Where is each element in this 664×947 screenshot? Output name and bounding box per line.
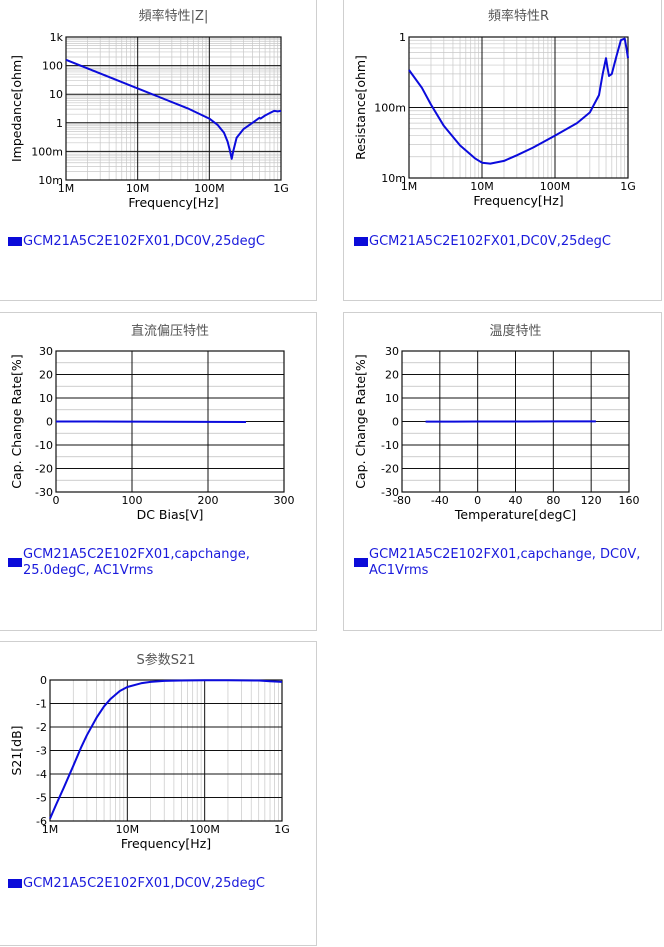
y-tick-label: -5 (36, 792, 47, 805)
legend-swatch-resistance (354, 237, 368, 246)
legend-label-resistance: GCM21A5C2E102FX01,DC0V,25degC (369, 234, 611, 250)
legend-temperature: GCM21A5C2E102FX01,capchange, DC0V, AC1Vr… (354, 547, 654, 583)
y-tick-label: 10 (385, 392, 399, 405)
dc-bias-chart: 直流偏压特性 0 100 200 300 -30 -20 -10 0 10 20 30 DC Bias[… (0, 313, 318, 632)
y-tick-label: 20 (385, 369, 399, 382)
y-tick-label: 1k (50, 31, 64, 44)
x-axis-label: Frequency[Hz] (473, 193, 563, 208)
series-line (409, 39, 628, 164)
y-tick-label: 20 (39, 369, 53, 382)
y-tick-label: 10m (38, 174, 63, 187)
grid (50, 680, 282, 821)
x-tick-label: 10M (116, 823, 140, 836)
x-tick-label: 200 (198, 494, 219, 507)
grid (66, 37, 281, 180)
x-tick-label: 1G (620, 180, 636, 193)
y-tick-label: -20 (381, 463, 399, 476)
legend-label-s21: GCM21A5C2E102FX01,DC0V,25degC (23, 876, 265, 892)
chart-title: 頻率特性R (488, 8, 549, 24)
y-tick-label: -10 (35, 439, 53, 452)
y-tick-label: 100m (374, 102, 406, 115)
x-axis-label: Temperature[degC] (454, 507, 576, 522)
x-tick-label: 0 (53, 494, 60, 507)
y-axis-label: Cap. Change Rate[%] (353, 354, 368, 488)
y-tick-label: 1 (56, 117, 63, 130)
x-axis-label: Frequency[Hz] (121, 836, 211, 851)
x-axis-label: DC Bias[V] (137, 507, 204, 522)
x-tick-label: 100 (122, 494, 143, 507)
legend-resistance: GCM21A5C2E102FX01,DC0V,25degC (354, 234, 654, 254)
x-tick-label: 80 (546, 494, 560, 507)
chart-title: 温度特性 (489, 323, 541, 339)
y-tick-label: -1 (36, 698, 47, 711)
y-tick-label: -6 (36, 815, 47, 828)
legend-label-temperature-line1: GCM21A5C2E102FX01,capchange, DC0V, (369, 547, 640, 563)
legend-dc-bias: GCM21A5C2E102FX01,capchange, 25.0degC, A… (8, 547, 308, 583)
chart-title: 頻率特性|Z| (139, 8, 209, 24)
y-tick-label: 0 (46, 416, 53, 429)
y-tick-label: -2 (36, 721, 47, 734)
y-tick-label: 10m (381, 172, 406, 185)
grid (409, 37, 628, 178)
y-tick-label: -20 (35, 463, 53, 476)
y-tick-label: 1 (399, 31, 406, 44)
x-tick-label: 0 (474, 494, 481, 507)
y-axis-label: Impedance[ohm] (9, 55, 24, 162)
x-tick-label: -40 (431, 494, 449, 507)
legend-label-dc-bias-line2: 25.0degC, AC1Vrms (23, 563, 153, 579)
x-tick-label: 120 (581, 494, 602, 507)
x-tick-label: 10M (470, 180, 494, 193)
y-tick-label: 30 (39, 345, 53, 358)
y-axis-label: Resistance[ohm] (353, 55, 368, 160)
y-tick-label: -4 (36, 768, 47, 781)
x-tick-label: 100M (540, 180, 571, 193)
chart-panel-dc-bias: 直流偏压特性 0 100 200 300 -30 -20 -10 0 10 20 30 DC Bias[… (0, 312, 317, 631)
x-tick-label: 100M (194, 182, 225, 195)
chart-title: 直流偏压特性 (131, 324, 209, 339)
y-tick-label: 10 (39, 392, 53, 405)
chart-title: S参数S21 (136, 652, 195, 668)
y-tick-label: 0 (392, 416, 399, 429)
y-tick-label: 10 (49, 88, 63, 101)
x-tick-label: 10M (126, 182, 150, 195)
y-tick-label: -10 (381, 439, 399, 452)
y-tick-label: 30 (385, 345, 399, 358)
series-line (56, 422, 246, 423)
x-tick-label: 100M (189, 823, 220, 836)
y-axis-label: Cap. Change Rate[%] (9, 354, 24, 488)
legend-s21: GCM21A5C2E102FX01,DC0V,25degC (8, 876, 308, 896)
legend-swatch-s21 (8, 879, 22, 888)
y-axis-label: S21[dB] (9, 725, 24, 775)
legend-label-temperature-line2: AC1Vrms (369, 563, 428, 579)
legend-label-dc-bias-line1: GCM21A5C2E102FX01,capchange, (23, 547, 250, 563)
x-tick-label: 1G (274, 823, 290, 836)
legend-impedance: GCM21A5C2E102FX01,DC0V,25degC (8, 234, 308, 254)
legend-swatch-temperature (354, 558, 368, 567)
y-tick-label: 100m (31, 145, 63, 158)
legend-swatch-dc-bias (8, 558, 22, 567)
x-tick-label: 300 (274, 494, 295, 507)
y-tick-label: 0 (40, 674, 47, 687)
x-axis-label: Frequency[Hz] (128, 195, 218, 210)
x-tick-label: 40 (509, 494, 523, 507)
x-tick-label: 1G (273, 182, 289, 195)
y-tick-label: 100 (42, 60, 63, 73)
plot-frame (66, 37, 281, 180)
x-tick-label: 160 (619, 494, 640, 507)
legend-label-impedance: GCM21A5C2E102FX01,DC0V,25degC (23, 234, 265, 250)
y-tick-label: -3 (36, 745, 47, 758)
y-tick-label: -30 (35, 486, 53, 499)
y-tick-label: -30 (381, 486, 399, 499)
legend-swatch-impedance (8, 237, 22, 246)
